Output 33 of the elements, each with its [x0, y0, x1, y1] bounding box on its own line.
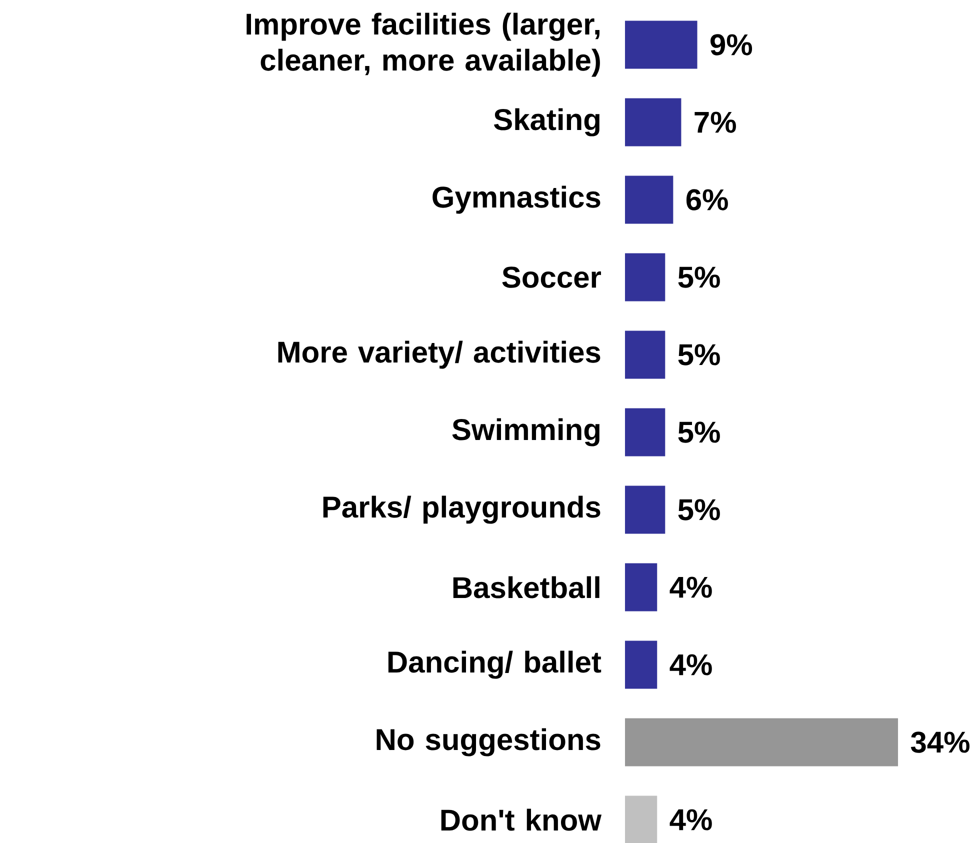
bar — [624, 486, 666, 534]
y-tick-label: Parks/ playgrounds — [323, 496, 600, 524]
data-label: 34% — [910, 732, 970, 753]
y-tick-label: Skating — [494, 108, 600, 136]
y-tick-label: Soccer — [502, 266, 601, 288]
bar — [624, 796, 658, 843]
data-label: 4% — [670, 654, 712, 676]
y-tick-label: No suggestions — [376, 728, 600, 756]
data-label: 5% — [678, 266, 720, 288]
bar — [624, 253, 666, 302]
bar — [624, 98, 682, 146]
data-label: 4% — [670, 809, 712, 830]
y-tick-label: More variety/ activities — [278, 340, 600, 369]
bar — [624, 176, 674, 224]
y-tick-label: Gymnastics — [432, 186, 600, 214]
bar — [624, 718, 898, 766]
bar — [624, 20, 698, 69]
y-tick-label: Dancing/ ballet — [388, 650, 602, 679]
data-label: 5% — [678, 422, 720, 443]
data-label: 7% — [694, 112, 736, 133]
y-tick-label: Basketball — [453, 576, 600, 598]
bar — [624, 563, 658, 612]
bar — [624, 408, 666, 456]
y-tick-label: Improve facilities (larger, cleaner, more available) — [246, 12, 600, 77]
data-label: 4% — [670, 576, 712, 598]
data-label: 9% — [710, 34, 752, 56]
y-tick-label: Don't know — [441, 808, 602, 831]
y-tick-label: Swimming — [452, 418, 600, 446]
data-label: 5% — [678, 499, 720, 520]
data-label: 5% — [678, 344, 720, 366]
bar — [624, 640, 658, 689]
data-label: 6% — [686, 189, 728, 210]
bar — [624, 330, 666, 379]
